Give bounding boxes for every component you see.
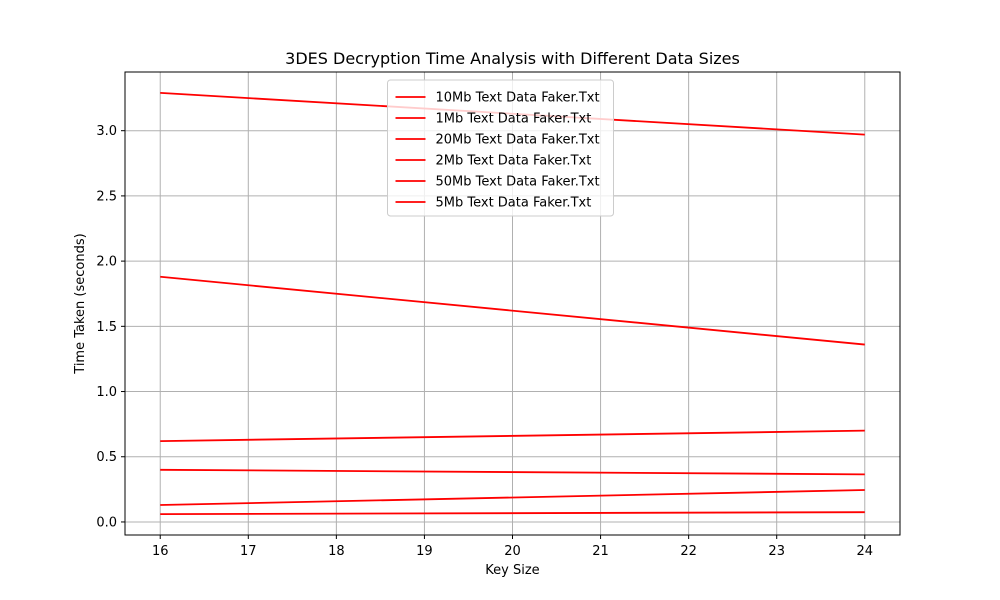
y-tick-label: 2.5 bbox=[96, 189, 117, 204]
x-tick-label: 21 bbox=[592, 544, 609, 559]
y-tick-label: 1.0 bbox=[96, 385, 117, 400]
y-tick-label: 1.5 bbox=[96, 320, 117, 335]
x-axis-label: Key Size bbox=[485, 563, 539, 578]
x-tick-label: 24 bbox=[856, 544, 873, 559]
series-lines bbox=[160, 91, 865, 516]
series-line bbox=[160, 511, 865, 516]
series-line bbox=[160, 468, 865, 476]
chart-title: 3DES Decryption Time Analysis with Diffe… bbox=[285, 49, 740, 68]
x-tick-label: 20 bbox=[504, 544, 521, 559]
legend: 10Mb Text Data Faker.Txt 1Mb Text Data Fa… bbox=[387, 79, 614, 217]
y-tick-label: 2.0 bbox=[96, 255, 117, 270]
series-line bbox=[160, 429, 865, 442]
series-line bbox=[160, 275, 865, 346]
legend-label: 50Mb Text Data Faker.Txt bbox=[436, 175, 600, 190]
y-tick-label: 0.5 bbox=[96, 450, 117, 465]
x-tick-label: 23 bbox=[768, 544, 785, 559]
y-tick-label: 3.0 bbox=[96, 124, 117, 139]
x-tick-label: 16 bbox=[152, 544, 169, 559]
legend-label: 20Mb Text Data Faker.Txt bbox=[436, 133, 600, 148]
y-axis-label: Time Taken (seconds) bbox=[73, 233, 88, 374]
x-tick-label: 19 bbox=[416, 544, 433, 559]
legend-label: 1Mb Text Data Faker.Txt bbox=[436, 112, 592, 127]
axis-ticks: 16 17 18 19 20 21 22 23 24 0.0 0.5 1.0 1.5 2.0 2.5 3.0 bbox=[96, 124, 873, 559]
legend-label: 2Mb Text Data Faker.Txt bbox=[436, 154, 592, 169]
legend-box bbox=[387, 79, 614, 217]
series-line bbox=[160, 489, 865, 506]
y-tick-label: 0.0 bbox=[96, 515, 117, 530]
legend-label: 5Mb Text Data Faker.Txt bbox=[436, 196, 592, 211]
x-tick-label: 17 bbox=[240, 544, 257, 559]
legend-label: 10Mb Text Data Faker.Txt bbox=[436, 91, 600, 106]
x-tick-label: 22 bbox=[680, 544, 697, 559]
x-tick-label: 18 bbox=[328, 544, 345, 559]
